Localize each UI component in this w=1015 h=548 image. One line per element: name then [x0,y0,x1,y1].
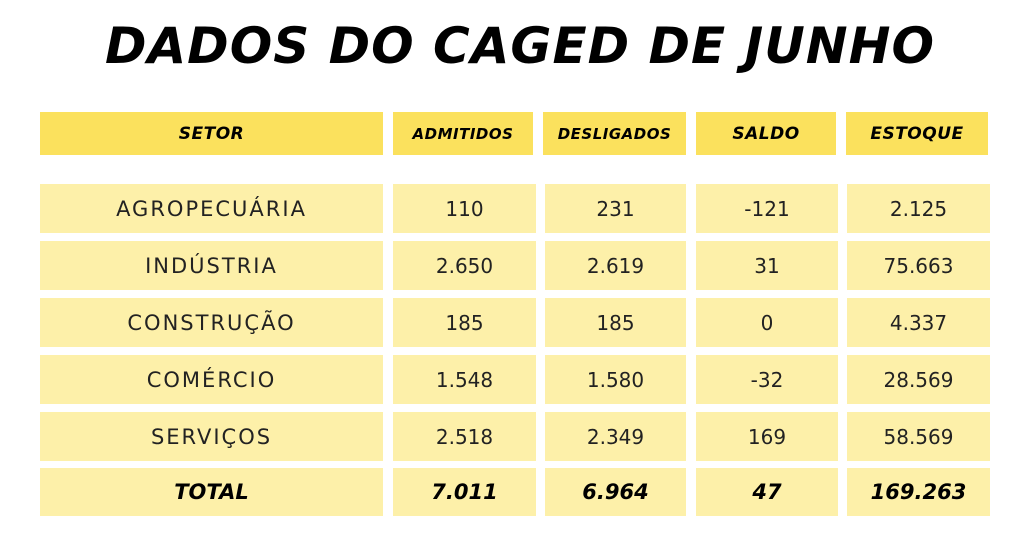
row-admitidos: 110 [393,184,536,233]
row-estoque: 28.569 [847,355,990,404]
total-estoque: 169.263 [847,468,990,516]
row-admitidos: 2.518 [393,412,536,461]
row-saldo: -32 [696,355,838,404]
row-desligados: 1.580 [545,355,686,404]
row-estoque: 58.569 [847,412,990,461]
row-sector-label: INDÚSTRIA [40,241,383,290]
row-desligados: 185 [545,298,686,347]
row-sector-label: SERVIÇOS [40,412,383,461]
row-desligados: 2.349 [545,412,686,461]
row-admitidos: 185 [393,298,536,347]
row-estoque: 4.337 [847,298,990,347]
total-saldo: 47 [696,468,838,516]
row-saldo: 31 [696,241,838,290]
header-estoque: ESTOQUE [846,112,988,155]
row-saldo: 0 [696,298,838,347]
header-setor: SETOR [40,112,383,155]
row-desligados: 231 [545,184,686,233]
row-saldo: -121 [696,184,838,233]
row-desligados: 2.619 [545,241,686,290]
row-estoque: 2.125 [847,184,990,233]
header-desligados: DESLIGADOS [543,112,686,155]
row-estoque: 75.663 [847,241,990,290]
total-admitidos: 7.011 [393,468,536,516]
total-desligados: 6.964 [545,468,686,516]
total-label: TOTAL [40,468,383,516]
row-saldo: 169 [696,412,838,461]
header-admitidos: ADMITIDOS [393,112,533,155]
row-sector-label: AGROPECUÁRIA [40,184,383,233]
page-title: DADOS DO CAGED DE JUNHO [104,17,935,75]
row-sector-label: COMÉRCIO [40,355,383,404]
row-admitidos: 1.548 [393,355,536,404]
row-admitidos: 2.650 [393,241,536,290]
header-saldo: SALDO [696,112,836,155]
row-sector-label: CONSTRUÇÃO [40,298,383,347]
